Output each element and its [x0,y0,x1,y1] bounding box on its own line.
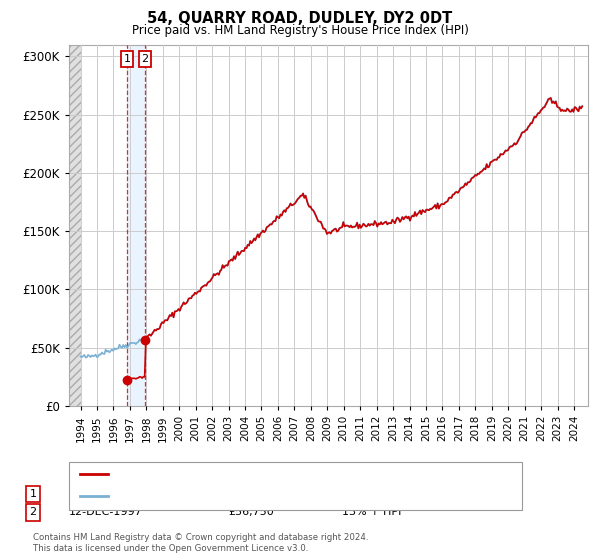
Text: 01-NOV-1996: 01-NOV-1996 [69,489,143,499]
Text: 13% ↑ HPI: 13% ↑ HPI [342,507,401,517]
Text: 54% ↓ HPI: 54% ↓ HPI [342,489,401,499]
Text: Price paid vs. HM Land Registry's House Price Index (HPI): Price paid vs. HM Land Registry's House … [131,24,469,36]
Bar [69,45,80,406]
Text: HPI: Average price, semi-detached house, Dudley: HPI: Average price, semi-detached house,… [112,491,383,501]
Text: £56,750: £56,750 [228,507,274,517]
Text: £22,000: £22,000 [228,489,274,499]
Bar [127,45,145,406]
Text: Contains HM Land Registry data © Crown copyright and database right 2024.
This d: Contains HM Land Registry data © Crown c… [33,533,368,553]
Text: 1: 1 [124,54,131,64]
Text: 2: 2 [29,507,37,517]
Text: 12-DEC-1997: 12-DEC-1997 [69,507,143,517]
Text: 54, QUARRY ROAD, DUDLEY, DY2 0DT (semi-detached house): 54, QUARRY ROAD, DUDLEY, DY2 0DT (semi-d… [112,469,448,479]
Text: 1: 1 [29,489,37,499]
Text: 2: 2 [142,54,149,64]
Text: 54, QUARRY ROAD, DUDLEY, DY2 0DT: 54, QUARRY ROAD, DUDLEY, DY2 0DT [148,11,452,26]
